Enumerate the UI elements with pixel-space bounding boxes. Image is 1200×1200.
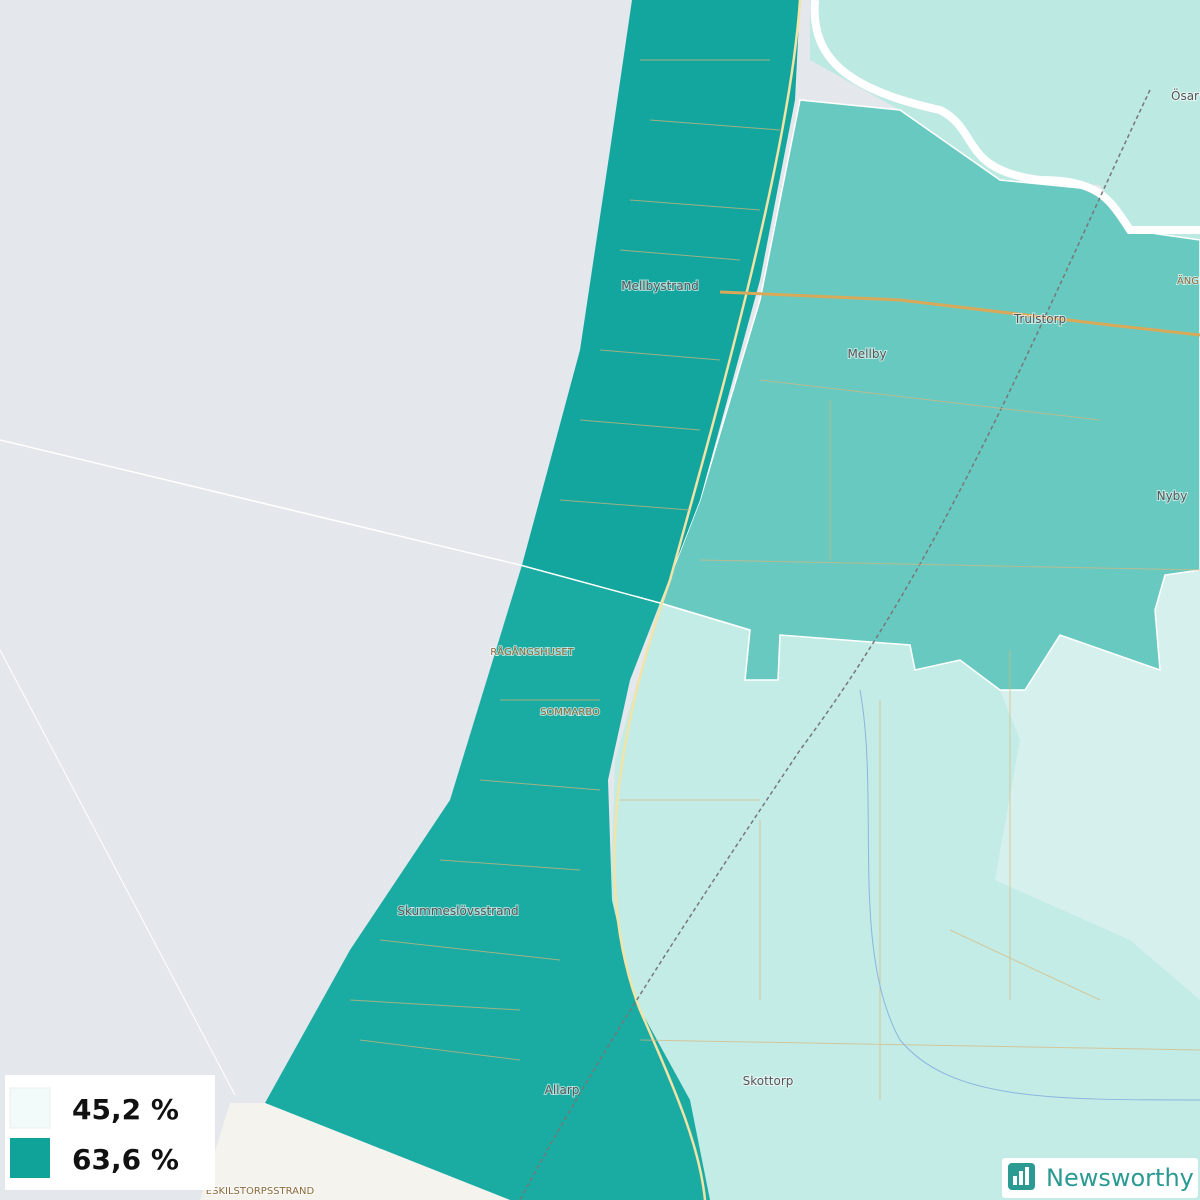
place-label: Trulstorp xyxy=(1013,312,1066,326)
stream xyxy=(859,689,1200,1101)
land-south xyxy=(200,1103,510,1200)
legend-swatch xyxy=(9,1087,51,1129)
logo-bar xyxy=(1019,1171,1023,1185)
region-north xyxy=(810,0,1200,240)
roads xyxy=(349,59,1200,1100)
place-label: ÄNG xyxy=(1177,274,1199,287)
railway xyxy=(519,89,1151,1200)
place-label: Skottorp xyxy=(743,1074,794,1088)
place-label: RÅGÅNGSHUSET xyxy=(490,645,574,658)
legend-swatch xyxy=(10,1138,50,1178)
coast-road xyxy=(613,0,802,1200)
border xyxy=(0,649,236,1096)
brand-name: Newsworthy xyxy=(1046,1164,1194,1192)
place-label: Mellby xyxy=(847,347,886,361)
labels: Mellbystrand Trulstorp Mellby Nyby Ösar ÄNG RÅ… xyxy=(205,86,1200,1198)
region-lighter xyxy=(995,570,1200,1000)
logo-bar xyxy=(1025,1167,1029,1185)
logo-bar xyxy=(1013,1176,1017,1185)
legend-label: 63,6 % xyxy=(72,1143,179,1176)
legend-label: 45,2 % xyxy=(72,1093,179,1126)
border xyxy=(0,439,751,631)
brand-box xyxy=(1002,1158,1198,1198)
place-label: Allarp xyxy=(545,1083,580,1097)
place-label: ESKILSTORPSSTRAND xyxy=(206,1186,315,1197)
place-label: Mellbystrand xyxy=(621,279,699,293)
river xyxy=(810,0,1200,234)
place-label: Skummeslövsstrand xyxy=(397,904,518,918)
legend: 45,2 % 63,6 % xyxy=(9,1087,179,1178)
place-label: Ösar xyxy=(1171,87,1199,103)
place-label: SOMMARBO xyxy=(540,707,600,718)
region-mellbystrand xyxy=(522,0,800,603)
place-label: Nyby xyxy=(1157,489,1188,503)
region-skummeslov xyxy=(265,565,710,1200)
main-road xyxy=(719,290,1200,337)
